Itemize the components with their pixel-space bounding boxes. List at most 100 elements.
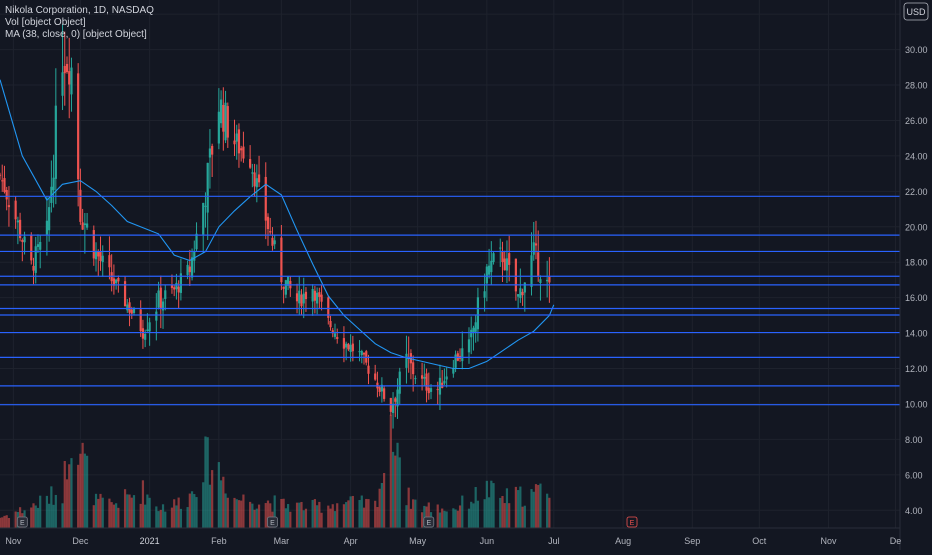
volume-bar xyxy=(362,507,366,528)
earnings-badge xyxy=(267,516,278,528)
volume-bar xyxy=(32,503,35,528)
candle-body xyxy=(21,240,24,242)
volume-bar xyxy=(273,495,276,528)
volume-bar xyxy=(237,500,241,528)
time-tick-label: Oct xyxy=(752,536,767,546)
candle-body xyxy=(177,286,180,293)
volume-bar xyxy=(534,484,538,528)
volume-bar xyxy=(289,511,292,528)
volume-bar xyxy=(195,497,198,528)
volume-bar xyxy=(476,500,480,528)
earnings-badge xyxy=(423,516,435,528)
candle-body xyxy=(329,320,332,328)
earnings-badge-label: E xyxy=(270,520,275,527)
candle-body xyxy=(217,111,220,144)
candle-body xyxy=(492,253,495,262)
price-axis-bg xyxy=(900,0,932,550)
volume-bar xyxy=(501,495,504,528)
volume-bar xyxy=(539,483,542,528)
candle-body xyxy=(233,140,236,145)
time-axis[interactable]: Nov Dec 2021 Feb Mar Apr May Jun Jul Aug Sep Oct Nov… xyxy=(0,0,901,550)
volume-bar xyxy=(487,497,491,528)
candle-body xyxy=(490,260,493,273)
volume-bar xyxy=(132,495,136,528)
volume-bar xyxy=(298,502,301,528)
volume-bar xyxy=(409,508,413,528)
volume-bar xyxy=(164,511,167,528)
candle-body xyxy=(1,180,4,182)
volume-bar xyxy=(92,505,95,528)
volume-bar xyxy=(34,505,37,528)
volume-bar xyxy=(391,451,395,528)
volume-bar xyxy=(302,510,305,528)
volume-bar xyxy=(329,508,332,528)
candle-body xyxy=(503,258,506,271)
volume-bar xyxy=(70,458,73,528)
time-tick-label: Jul xyxy=(548,536,560,546)
volume-bar xyxy=(68,464,71,528)
candle-body xyxy=(470,329,473,338)
price-tick-label: 12.00 xyxy=(905,364,928,374)
candle-body xyxy=(374,373,377,380)
volume-bar xyxy=(128,494,131,528)
volume-bar xyxy=(224,493,227,528)
candle-body xyxy=(48,207,51,231)
volume-bar xyxy=(490,480,493,528)
volume-bar xyxy=(219,480,223,528)
candle-body xyxy=(519,288,522,299)
volume-bar xyxy=(77,464,80,528)
volume-bar xyxy=(159,509,162,528)
volume-bar xyxy=(173,499,176,528)
candle-body xyxy=(367,365,370,374)
candle-body xyxy=(146,329,149,332)
candle-body xyxy=(396,389,399,407)
earnings-badge-label: E xyxy=(630,520,635,527)
candle-body xyxy=(92,230,95,259)
volume-bar xyxy=(61,503,64,528)
candle-body xyxy=(81,222,84,230)
candle-body xyxy=(164,290,167,299)
price-tick-label: 30.00 xyxy=(905,45,928,55)
candle-body xyxy=(97,251,100,257)
volume-bar xyxy=(374,500,377,528)
candle-body xyxy=(300,294,303,307)
candle-body xyxy=(487,265,491,275)
chart-legend: Nikola Corporation, 1D, NASDAQ Vol [obje… xyxy=(5,5,154,41)
volume-bar xyxy=(327,505,330,528)
volume-bar xyxy=(295,502,299,528)
candle-body xyxy=(224,102,227,141)
volume-bar xyxy=(97,498,100,528)
volume-bar xyxy=(266,500,270,528)
volume-bar xyxy=(345,502,348,528)
candle-body xyxy=(222,104,225,132)
candle-body xyxy=(383,388,386,399)
volume-bar xyxy=(318,501,321,528)
candle-body xyxy=(405,353,408,368)
volume-bar xyxy=(351,495,354,528)
symbol-title: Nikola Corporation, 1D, NASDAQ xyxy=(5,5,154,16)
volume-bar xyxy=(508,503,511,528)
candle-body xyxy=(115,279,118,284)
price-axis[interactable]: 4.00 6.00 8.00 10.00 12.00 14.00 16.00 18.00 20.… xyxy=(900,0,932,550)
volume-bar xyxy=(286,504,290,528)
candle-body xyxy=(546,279,549,282)
volume-bar xyxy=(342,504,346,528)
volume-bar xyxy=(452,508,455,528)
candle-body xyxy=(427,387,430,394)
candle-body xyxy=(548,276,551,283)
price-tick-label: 16.00 xyxy=(905,293,928,303)
volume-bar xyxy=(441,508,444,528)
volume-bar xyxy=(365,498,368,528)
volume-bar xyxy=(347,500,350,528)
volume-bar xyxy=(170,507,174,528)
candle-body xyxy=(159,287,162,309)
volume-bar xyxy=(546,493,549,528)
candle-body xyxy=(193,251,196,261)
candle-body xyxy=(251,172,254,174)
candle-body xyxy=(391,403,395,413)
volume-bar xyxy=(81,442,84,528)
time-tick-label: Jun xyxy=(480,536,495,546)
candle-body xyxy=(99,251,102,261)
